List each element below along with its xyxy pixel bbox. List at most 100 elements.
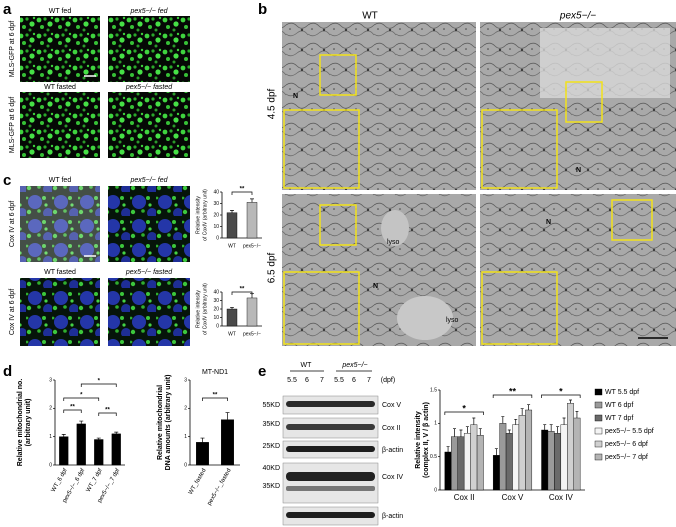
fluorescence-image <box>20 186 100 262</box>
significance-bracket <box>231 191 253 195</box>
significance-bracket <box>492 394 533 398</box>
bar <box>59 436 69 466</box>
image-title: WT fasted <box>44 84 76 91</box>
rect <box>282 462 379 504</box>
legend-swatch <box>594 453 603 461</box>
significance-label: ** <box>213 393 218 399</box>
error-bar <box>446 446 450 452</box>
legend-swatch <box>594 414 603 422</box>
error-bar <box>250 198 254 203</box>
annotation: lyso <box>387 239 400 246</box>
lane-label: 5.5 <box>334 377 344 384</box>
bar <box>246 297 258 327</box>
error-bar <box>501 416 505 424</box>
x-tick-label: WT <box>228 243 236 249</box>
genotype-label: pex5−/− <box>341 362 367 369</box>
significance-bracket <box>202 397 228 401</box>
bar <box>196 442 209 466</box>
y-tick-label: 0.5 <box>430 454 437 460</box>
annotation: lyso <box>446 317 459 324</box>
marker-label: 25KD <box>262 443 280 450</box>
significance-bracket <box>444 411 484 415</box>
legend-swatch <box>594 440 603 448</box>
error-bar <box>507 429 511 434</box>
bar <box>499 423 507 491</box>
significance-label: ** <box>70 405 75 411</box>
error-bar <box>527 404 531 410</box>
error-bar <box>459 429 463 437</box>
image-title: WT fasted <box>44 269 76 276</box>
fluorescence-image <box>20 16 100 82</box>
error-bar <box>200 437 205 443</box>
row-label: 6.5 dpf <box>267 252 278 283</box>
legend-swatch <box>594 401 603 409</box>
panel-label: d <box>3 363 12 380</box>
significance-label: ** <box>509 386 517 396</box>
x-tick-label: pex5−/− <box>243 243 261 249</box>
legend-label: WT 6 dpf <box>605 402 633 409</box>
error-bar <box>465 426 469 434</box>
bar <box>492 455 500 491</box>
y-tick-label: 0 <box>434 487 437 493</box>
y-tick-label: 0 <box>49 462 52 468</box>
y-axis-label: Relative intensity <box>195 290 201 328</box>
error-bar <box>230 306 234 309</box>
em-image <box>480 194 676 346</box>
image-title: pex5−/− fasted <box>125 84 173 91</box>
y-axis-label: Relative mitochondrial no. <box>17 379 24 467</box>
rect <box>286 446 375 452</box>
genotype-label: WT <box>301 362 313 369</box>
error-bar <box>562 417 566 425</box>
chart-title: MT-ND1 <box>202 369 228 376</box>
y-tick-label: 10 <box>213 224 219 230</box>
significance-bracket <box>63 409 82 413</box>
bar <box>547 431 555 491</box>
lane-label: 6 <box>305 377 309 384</box>
legend-label: pex5−/− 7 dpf <box>605 454 648 461</box>
y-axis-label: of CoxIV (arbitrary unit) <box>202 189 208 241</box>
y-axis-label: Relative mitochondrial <box>157 385 164 460</box>
band-label: Cox II <box>382 425 400 432</box>
inset-box <box>283 109 360 189</box>
band-label: Cox V <box>382 402 401 409</box>
panel-label: e <box>258 363 266 380</box>
bar <box>470 424 478 491</box>
em-region <box>540 28 670 98</box>
fluorescence-image <box>108 186 190 262</box>
fluorescence-image <box>108 92 190 158</box>
lane-label: 7 <box>320 377 324 384</box>
blots <box>282 395 379 526</box>
row-label: MLS-GFP at 6 dpf <box>9 21 16 77</box>
significance-bracket <box>541 394 581 398</box>
panel-label: a <box>3 1 12 18</box>
band-label: β-actin <box>382 513 403 520</box>
y-tick-label: 20 <box>213 212 219 218</box>
y-tick-label: 2 <box>49 406 52 412</box>
x-tick-label: WT_fasted <box>188 468 208 496</box>
x-tick-label: Cox IV <box>549 493 574 502</box>
y-tick-label: 1.5 <box>430 387 437 393</box>
legend-label: pex5−/− 6 dpf <box>605 441 648 448</box>
y-tick-label: 3 <box>49 377 52 383</box>
lane-label: 5.5 <box>287 377 297 384</box>
em-image <box>282 22 476 190</box>
image-title: pex5−/− fasted <box>125 269 173 276</box>
zoom-box <box>319 54 357 96</box>
lane-label: (dpf) <box>381 377 395 384</box>
y-tick-label: 20 <box>213 306 219 312</box>
error-bar <box>61 434 66 437</box>
error-bar <box>453 428 456 437</box>
y-tick-label: 1 <box>434 421 437 427</box>
bar <box>573 417 581 491</box>
inset-box <box>481 271 558 345</box>
significance-label: * <box>462 403 466 413</box>
significance-label: * <box>98 379 101 385</box>
em-region <box>381 210 409 246</box>
bar <box>76 423 86 466</box>
marker-label: 35KD <box>262 483 280 490</box>
bar <box>505 433 513 491</box>
x-tick-label: pex5−/− <box>243 331 261 337</box>
error-bar <box>494 448 498 456</box>
significance-label: * <box>80 393 83 399</box>
y-axis-label: (arbitrary unit) <box>25 399 32 447</box>
